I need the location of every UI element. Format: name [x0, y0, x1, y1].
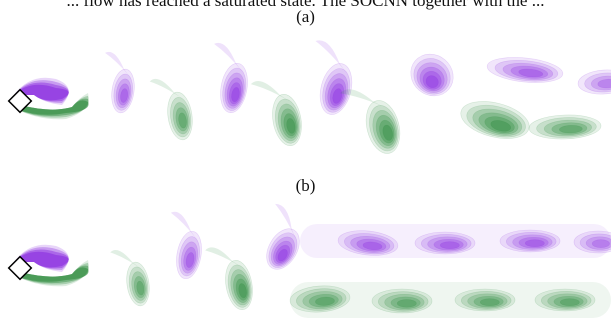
- near-wake-shear-layers: [14, 77, 89, 120]
- upper-vortex-row-band: [300, 224, 611, 258]
- square-cylinder: [7, 88, 33, 114]
- near-wake-shear-layers: [14, 244, 89, 287]
- vortex-b-11: [534, 288, 596, 312]
- vortex-a-5: [339, 89, 401, 154]
- vortex-a-9: [528, 114, 602, 140]
- vortex-b-2: [205, 247, 253, 311]
- caption-fragment: ... flow has reached a saturated state. …: [66, 0, 545, 10]
- vortex-a-7: [460, 101, 530, 139]
- vortex-b-8: [289, 285, 351, 313]
- vortex-a-1: [149, 78, 193, 141]
- vortex-b-1: [170, 211, 202, 280]
- vortex-b-7: [573, 230, 611, 254]
- vortex-a-4: [315, 40, 353, 115]
- vortex-a-6: [410, 53, 454, 97]
- vorticity-field-panel-a: [7, 40, 611, 154]
- panel-label-a: (a): [296, 7, 315, 26]
- vortex-a-0: [105, 51, 135, 114]
- vortex-b-3: [266, 203, 300, 270]
- vortex-b-9: [371, 288, 433, 314]
- vortex-b-5: [414, 231, 476, 255]
- vorticity-field-panel-b: [7, 203, 611, 318]
- panel-label-b: (b): [295, 176, 316, 195]
- vortex-a-2: [214, 42, 248, 114]
- vortex-a-8: [486, 57, 564, 83]
- vortex-b-6: [499, 229, 561, 253]
- vortex-b-4: [337, 230, 399, 256]
- square-cylinder: [7, 255, 33, 281]
- vortex-b-10: [454, 288, 516, 312]
- vortex-a-3: [250, 81, 302, 147]
- vortex-a-10: [577, 69, 611, 95]
- lower-vortex-row-band: [290, 282, 611, 318]
- vortex-b-0: [110, 250, 150, 307]
